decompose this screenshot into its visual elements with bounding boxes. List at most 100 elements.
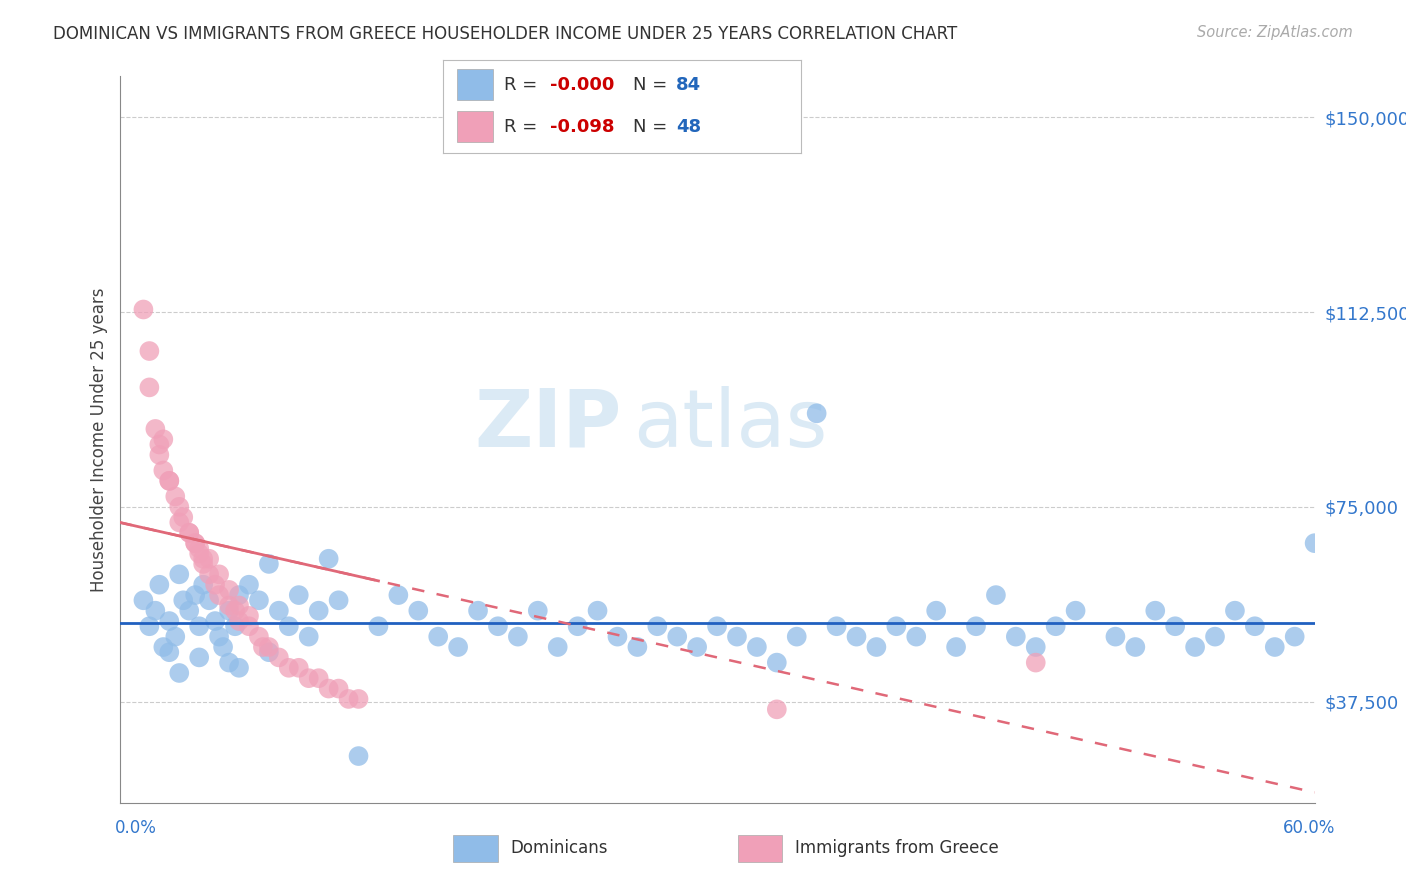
Point [208, 567, 231, 582]
Point [157, 474, 180, 488]
Point [169, 516, 191, 530]
Point [145, 604, 166, 618]
Point [965, 619, 987, 633]
Point [328, 681, 350, 696]
Point [148, 578, 170, 592]
Point [1244, 619, 1267, 633]
Point [184, 588, 207, 602]
Point [298, 671, 321, 685]
Point [204, 578, 226, 592]
Point [427, 630, 450, 644]
Point [288, 661, 311, 675]
Point [169, 665, 191, 680]
Point [567, 619, 589, 633]
Point [132, 302, 155, 317]
Point [208, 630, 231, 644]
Point [165, 630, 187, 644]
Point [945, 640, 967, 654]
Point [984, 588, 1007, 602]
Text: -0.000: -0.000 [551, 76, 614, 94]
Point [506, 630, 529, 644]
Point [547, 640, 569, 654]
Point [267, 604, 290, 618]
Point [308, 604, 330, 618]
Point [228, 588, 250, 602]
Point [188, 650, 211, 665]
Bar [738, 835, 783, 862]
Point [257, 640, 280, 654]
Point [527, 604, 550, 618]
Point [218, 582, 240, 597]
Text: R =: R = [503, 118, 543, 136]
Point [228, 614, 250, 628]
Point [905, 630, 928, 644]
Point [686, 640, 709, 654]
Point [1303, 536, 1326, 550]
Point [1264, 640, 1286, 654]
Point [184, 536, 207, 550]
Point [138, 344, 160, 359]
Point [218, 604, 240, 618]
Point [1125, 640, 1147, 654]
Point [252, 640, 274, 654]
Point [745, 640, 768, 654]
Point [318, 551, 340, 566]
Point [247, 593, 270, 607]
Point [198, 551, 221, 566]
Point [172, 593, 194, 607]
Point [725, 630, 748, 644]
Point [145, 422, 166, 436]
Point [152, 432, 174, 446]
Point [328, 593, 350, 607]
Point [152, 640, 174, 654]
Point [786, 630, 808, 644]
Point [169, 500, 191, 514]
Point [148, 437, 170, 451]
Point [825, 619, 848, 633]
Point [169, 567, 191, 582]
Point [1284, 630, 1306, 644]
Point [172, 510, 194, 524]
Text: Immigrants from Greece: Immigrants from Greece [796, 839, 998, 857]
Point [925, 604, 948, 618]
Point [179, 525, 201, 540]
Point [1025, 640, 1047, 654]
Point [318, 681, 340, 696]
Text: Source: ZipAtlas.com: Source: ZipAtlas.com [1197, 25, 1353, 40]
Point [1104, 630, 1126, 644]
Point [586, 604, 609, 618]
Point [806, 406, 828, 420]
Point [204, 614, 226, 628]
Point [666, 630, 689, 644]
Point [191, 578, 215, 592]
Point [228, 599, 250, 613]
Point [238, 608, 260, 623]
Point [865, 640, 887, 654]
Point [191, 551, 215, 566]
Point [1144, 604, 1167, 618]
Point [218, 656, 240, 670]
Point [845, 630, 868, 644]
Point [1005, 630, 1028, 644]
Point [228, 661, 250, 675]
Point [179, 525, 201, 540]
Bar [457, 112, 494, 142]
Point [467, 604, 489, 618]
Point [157, 645, 180, 659]
Point [886, 619, 908, 633]
Point [277, 661, 299, 675]
Point [1204, 630, 1226, 644]
Y-axis label: Householder Income Under 25 years: Householder Income Under 25 years [90, 287, 108, 591]
Point [238, 578, 260, 592]
Point [288, 588, 311, 602]
Point [218, 599, 240, 613]
Point [647, 619, 669, 633]
Point [157, 614, 180, 628]
Point [408, 604, 430, 618]
Point [337, 692, 360, 706]
Point [132, 593, 155, 607]
Bar [453, 835, 498, 862]
Point [367, 619, 389, 633]
Text: 0.0%: 0.0% [115, 819, 157, 837]
Point [486, 619, 509, 633]
